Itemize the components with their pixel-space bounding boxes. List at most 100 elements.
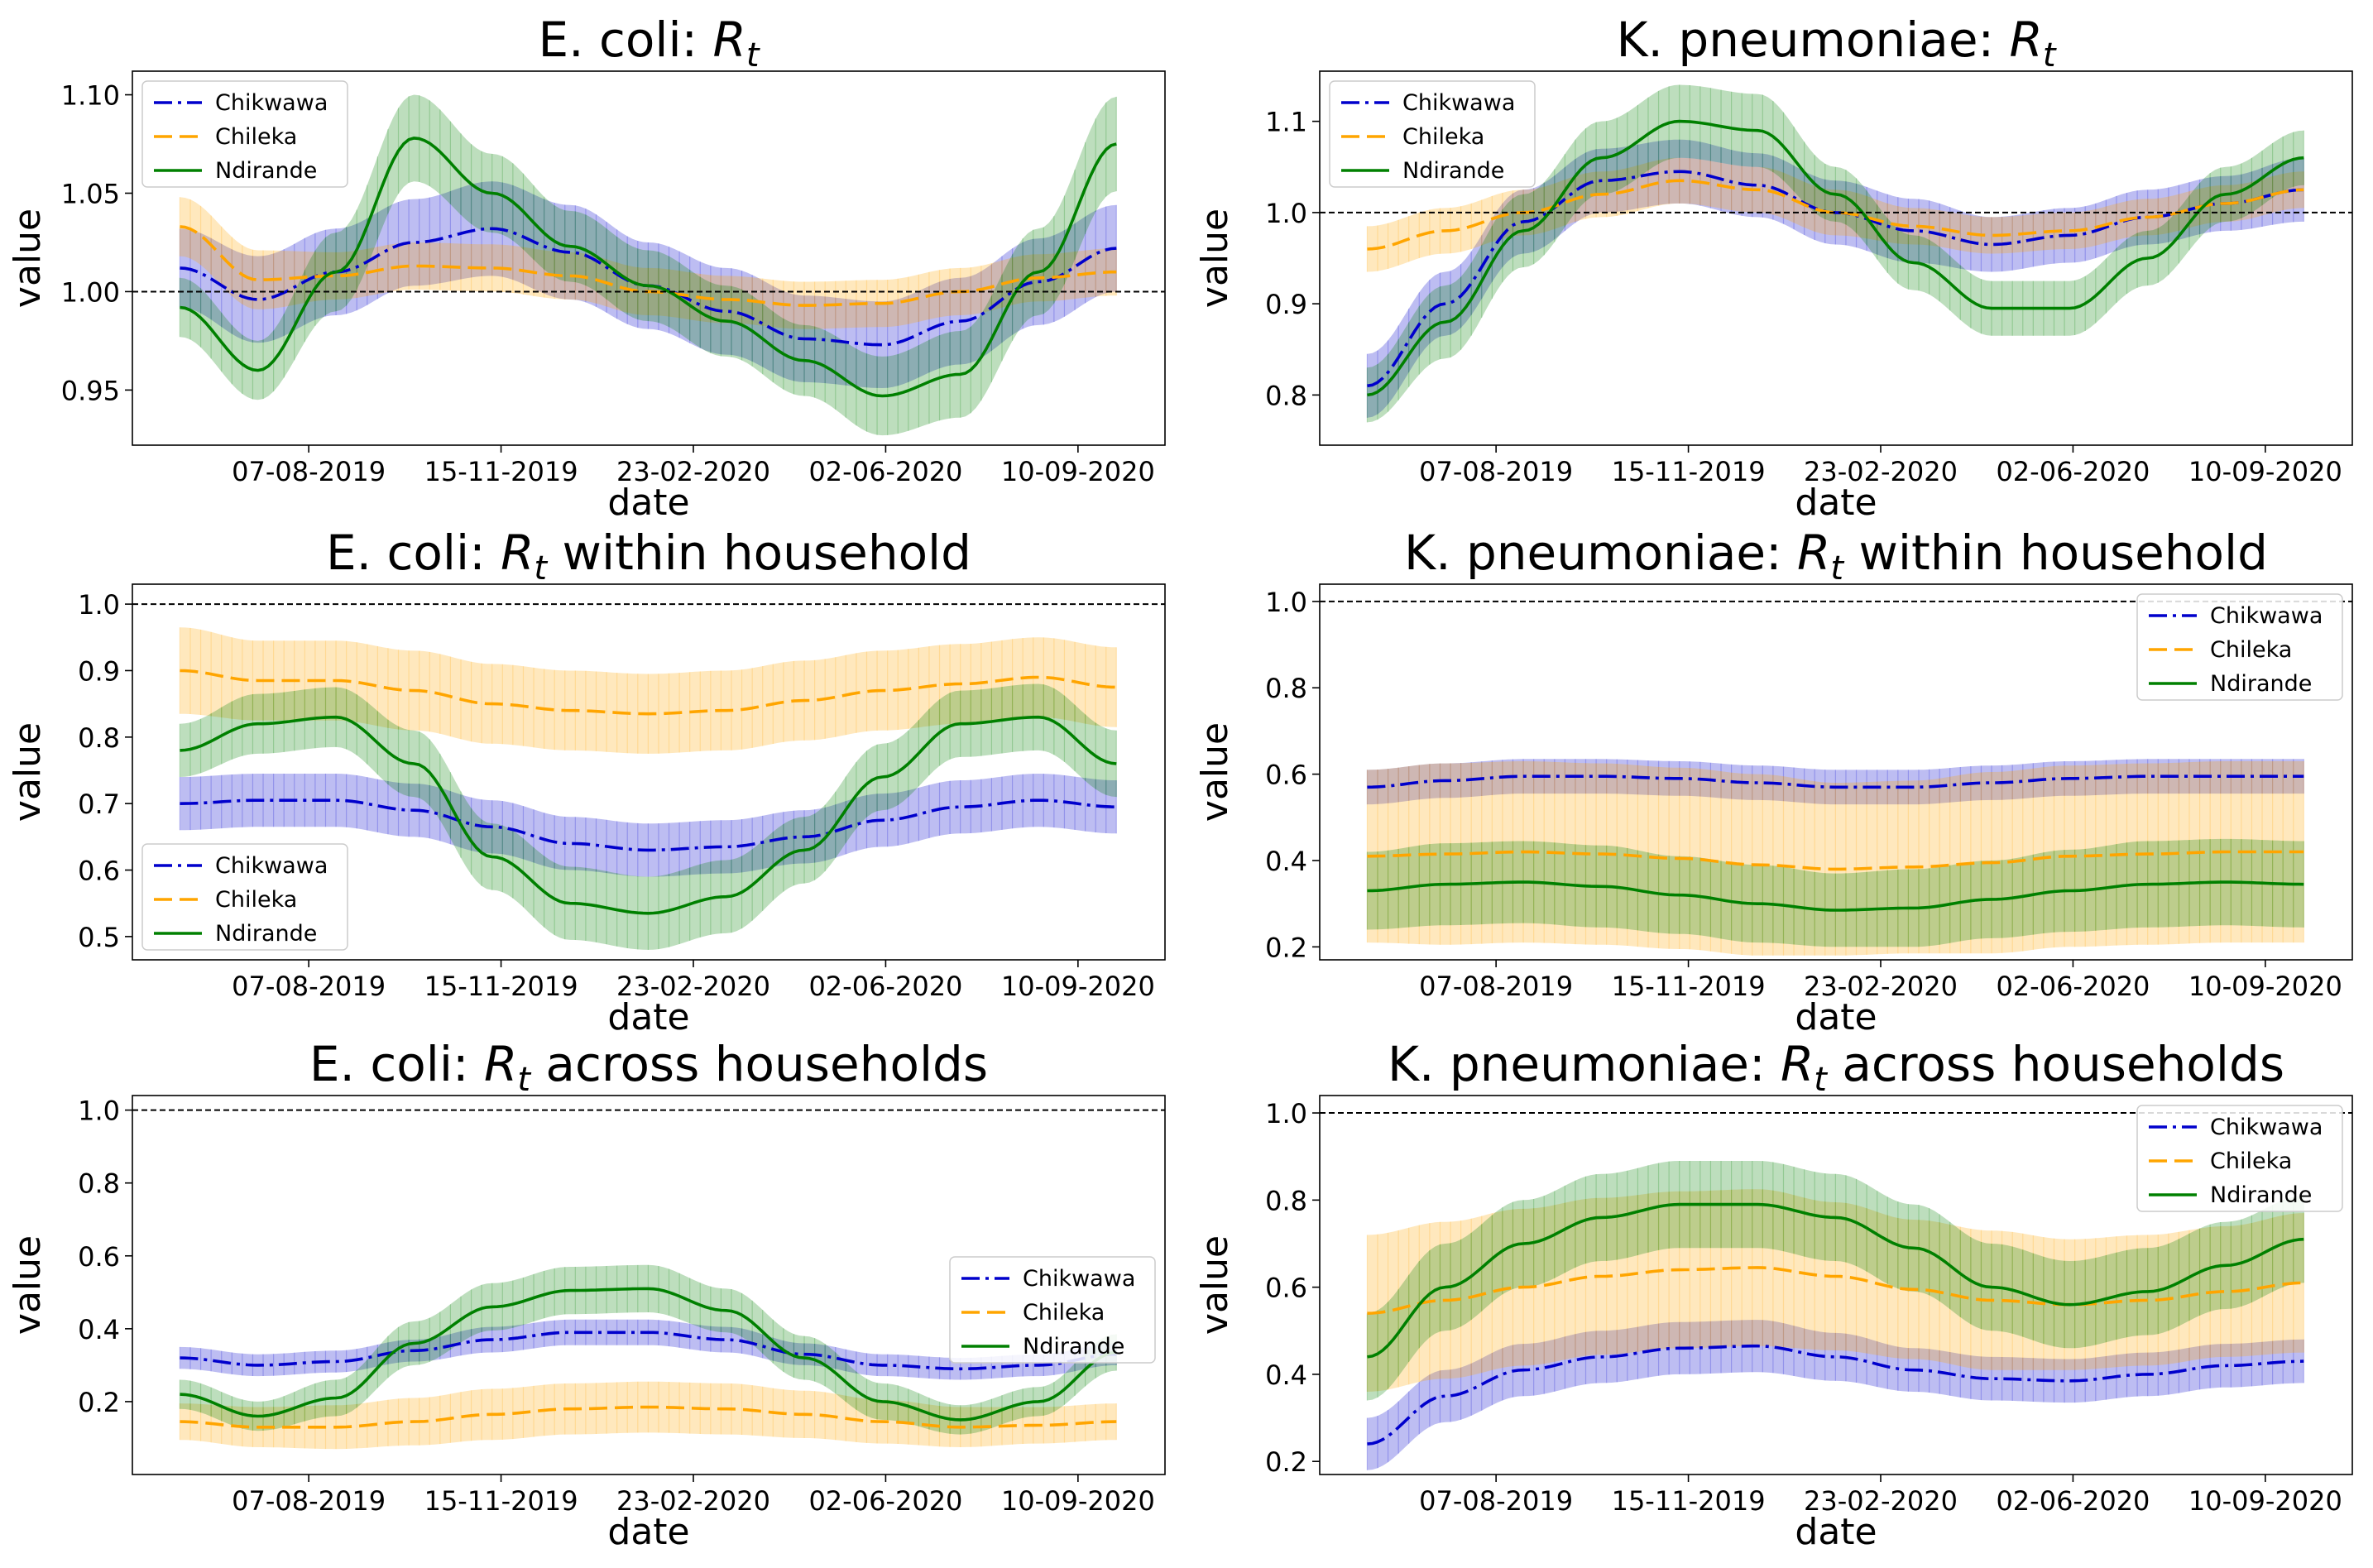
x-tick-label: 15-11-2019 (424, 971, 578, 1002)
chart-title: E. coli: Rt across households (309, 1036, 988, 1099)
y-tick-label: 1.0 (1265, 587, 1307, 618)
y-axis-label: value (1194, 1235, 1236, 1335)
chart-title: E. coli: Rt within household (326, 525, 971, 587)
y-tick-label: 1.10 (61, 80, 120, 112)
y-axis-label: value (7, 722, 49, 822)
axes-frame (132, 70, 1166, 446)
chart-panel-5: 0.2 0.4 0.6 0.8 1.0 07-08-2019 15-11-2019 23-02… (7, 1036, 1166, 1553)
y-tick-label: 1.00 (61, 276, 120, 308)
x-axis-label: date (1795, 996, 1877, 1038)
legend-label-ndirande: Ndirande (215, 158, 317, 184)
axes-frame (1319, 583, 2353, 961)
legend-box (141, 843, 348, 951)
y-axis-label: value (1194, 722, 1236, 822)
y-tick-label: 0.8 (1265, 380, 1307, 411)
y-tick-label: 1.1 (1265, 107, 1307, 138)
series-line-ndirande (1367, 119, 2304, 397)
x-tick-label: 15-11-2019 (424, 456, 578, 487)
x-tick-label: 23-02-2020 (1804, 971, 1958, 1002)
legend-label-ndirande: Ndirande (215, 921, 317, 947)
legend: Chikwawa Chileka Ndirande (1329, 80, 1536, 188)
band-chileka (1367, 157, 2304, 272)
legend-label-chikwawa: Chikwawa (1023, 1266, 1135, 1292)
series-line-chileka (180, 1405, 1117, 1429)
errorbars-ndirande (1366, 84, 2304, 423)
y-tick-label: 0.4 (1265, 846, 1307, 877)
legend-box (949, 1256, 1156, 1364)
legend-label-chileka: Chileka (215, 887, 297, 913)
chart-panel-2: 0.8 0.9 1.0 1.1 07-08-2019 15-11-2019 23-02-20… (1194, 12, 2353, 524)
legend-label-chikwawa: Chikwawa (215, 90, 328, 116)
legend-label-ndirande: Ndirande (2210, 671, 2312, 697)
band-ndirande (1367, 84, 2304, 423)
series-line-chikwawa (1367, 774, 2304, 789)
x-tick-label: 23-02-2020 (616, 1485, 770, 1517)
x-tick-label: 10-09-2020 (1001, 1485, 1155, 1517)
axes-frame (132, 583, 1166, 961)
band-chikwawa (180, 774, 1117, 877)
x-tick-label: 23-02-2020 (1804, 456, 1958, 487)
legend: Chikwawa Chileka Ndirande (2136, 593, 2343, 701)
plot-area (179, 94, 1117, 436)
y-tick-label: 0.2 (78, 1387, 120, 1418)
chart-panel-3: 0.5 0.6 0.7 0.8 0.9 1.0 07-08-2019 15-11-2019 23… (7, 525, 1166, 1038)
x-tick-label: 10-09-2020 (2188, 456, 2342, 487)
axes-frame (132, 1095, 1166, 1475)
x-tick-label: 10-09-2020 (2188, 1485, 2342, 1517)
plot-area (179, 627, 1117, 950)
x-tick-label: 07-08-2019 (1419, 1485, 1573, 1517)
legend: Chikwawa Chileka Ndirande (949, 1256, 1156, 1364)
y-tick-label: 0.5 (78, 922, 120, 953)
x-axis-label: date (1795, 482, 1877, 524)
x-tick-label: 07-08-2019 (232, 456, 386, 487)
x-axis-label: date (1795, 1511, 1877, 1553)
chart-panel-4: 0.2 0.4 0.6 0.8 1.0 07-08-2019 15-11-2019 23-02… (1194, 525, 2353, 1038)
legend-label-ndirande: Ndirande (1023, 1334, 1124, 1359)
plot-area (1366, 1160, 2304, 1470)
plot-area (179, 1264, 1117, 1450)
y-tick-label: 0.4 (78, 1314, 120, 1345)
legend: Chikwawa Chileka Ndirande (141, 843, 348, 951)
legend-box (1329, 80, 1536, 188)
legend-box (141, 80, 348, 188)
legend-label-chikwawa: Chikwawa (2210, 603, 2323, 629)
y-tick-label: 0.6 (78, 1241, 120, 1273)
chart-title: K. pneumoniae: Rt across households (1388, 1036, 2284, 1099)
band-ndirande (1367, 838, 2304, 947)
legend-box (2136, 593, 2343, 701)
axes-frame (1319, 70, 2353, 446)
x-axis-label: date (607, 1511, 689, 1553)
x-tick-label: 02-06-2020 (1996, 1485, 2150, 1517)
y-tick-label: 1.0 (1265, 198, 1307, 229)
legend: Chikwawa Chileka Ndirande (141, 80, 348, 188)
legend-label-chileka: Chileka (2210, 637, 2292, 663)
axes-frame (1319, 1095, 2353, 1475)
y-tick-label: 0.6 (1265, 760, 1307, 791)
band-ndirande (180, 94, 1117, 436)
series-line-chikwawa (180, 1331, 1117, 1371)
series-line-ndirande (180, 1287, 1117, 1422)
x-tick-label: 07-08-2019 (232, 1485, 386, 1517)
y-tick-label: 1.0 (78, 589, 120, 621)
series-line-chikwawa (1367, 1344, 2304, 1446)
x-tick-label: 02-06-2020 (808, 456, 962, 487)
series-line-chikwawa (180, 798, 1117, 852)
y-tick-label: 0.8 (78, 1168, 120, 1200)
legend-label-chikwawa: Chikwawa (2210, 1115, 2323, 1140)
chart-title: E. coli: Rt (538, 12, 760, 74)
band-ndirande (180, 1264, 1117, 1435)
y-tick-label: 0.2 (1265, 932, 1307, 963)
x-tick-label: 23-02-2020 (1804, 1485, 1958, 1517)
chart-title: K. pneumoniae: Rt (1617, 12, 2057, 74)
series-line-chileka (1367, 850, 2304, 871)
legend-label-chikwawa: Chikwawa (215, 853, 328, 879)
y-tick-label: 0.8 (78, 722, 120, 754)
x-tick-label: 10-09-2020 (1001, 971, 1155, 1002)
series-line-chileka (180, 225, 1117, 307)
x-tick-label: 07-08-2019 (232, 971, 386, 1002)
y-tick-label: 0.9 (1265, 289, 1307, 320)
series-line-ndirande (1367, 1202, 2304, 1359)
x-tick-label: 10-09-2020 (1001, 456, 1155, 487)
band-chileka (1367, 761, 2304, 956)
series-line-ndirande (180, 137, 1117, 398)
